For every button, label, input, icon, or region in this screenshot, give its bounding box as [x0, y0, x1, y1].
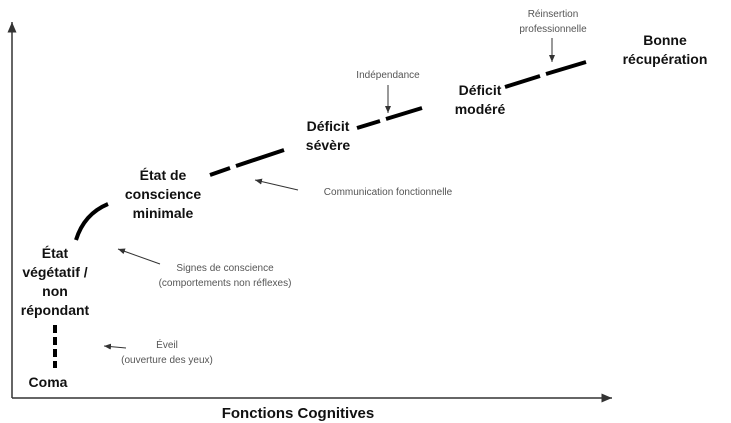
transition-label: (ouverture des yeux) — [121, 355, 213, 366]
stage-label: non — [42, 283, 68, 299]
arrow — [117, 248, 161, 265]
transition: Éveil (ouverture des yeux) — [121, 338, 213, 366]
transition-label: professionnelle — [519, 24, 587, 35]
recovery-curve — [53, 60, 587, 368]
arrow — [103, 343, 127, 350]
transition-label: Signes de conscience — [176, 263, 274, 274]
stage-label: minimale — [133, 205, 194, 221]
stage: Déficit sévère — [306, 118, 351, 153]
stage-label: État — [42, 245, 69, 261]
stage: Déficit modéré — [455, 82, 506, 117]
transition-label: Éveil — [156, 338, 178, 351]
stage-label: récupération — [623, 51, 708, 67]
transition-label: Réinsertion — [528, 9, 579, 20]
arrow — [254, 178, 299, 191]
curve-segment — [356, 106, 423, 130]
stage-label: Coma — [29, 374, 68, 390]
stage-label: État de — [140, 167, 187, 183]
stage-label: répondant — [21, 302, 90, 318]
stage-label: modéré — [455, 101, 506, 117]
stage-label: Déficit — [459, 82, 502, 98]
stage-label: conscience — [125, 186, 201, 202]
stage: État végétatif / non répondant — [21, 245, 90, 318]
stage-label: Déficit — [307, 118, 350, 134]
stage-label: Bonne — [643, 32, 687, 48]
arrows — [103, 38, 555, 350]
stage: État de conscience minimale — [125, 167, 201, 221]
transition-label: Indépendance — [356, 70, 420, 81]
transition-label: Communication fonctionnelle — [324, 187, 453, 198]
stage-label: végétatif / — [22, 264, 87, 280]
transition: Signes de conscience (comportements non r… — [159, 263, 292, 289]
axis-label: Fonctions Cognitives — [222, 405, 375, 422]
curve-segment — [74, 202, 109, 241]
curve-segment — [209, 148, 285, 177]
transition: Communication fonctionnelle — [324, 187, 453, 198]
stages: Coma État végétatif / non répondant État de co… — [21, 32, 708, 390]
stage: Coma — [29, 374, 68, 390]
transition: Indépendance — [356, 70, 420, 81]
axes — [7, 22, 612, 403]
transition: Réinsertion professionnelle — [519, 9, 587, 35]
curve-segment — [504, 60, 587, 89]
transition-label: (comportements non réflexes) — [159, 278, 292, 289]
stage-label: sévère — [306, 137, 351, 153]
stage: Bonne récupération — [623, 32, 708, 67]
transitions: Éveil (ouverture des yeux) Signes de consc… — [121, 9, 587, 366]
